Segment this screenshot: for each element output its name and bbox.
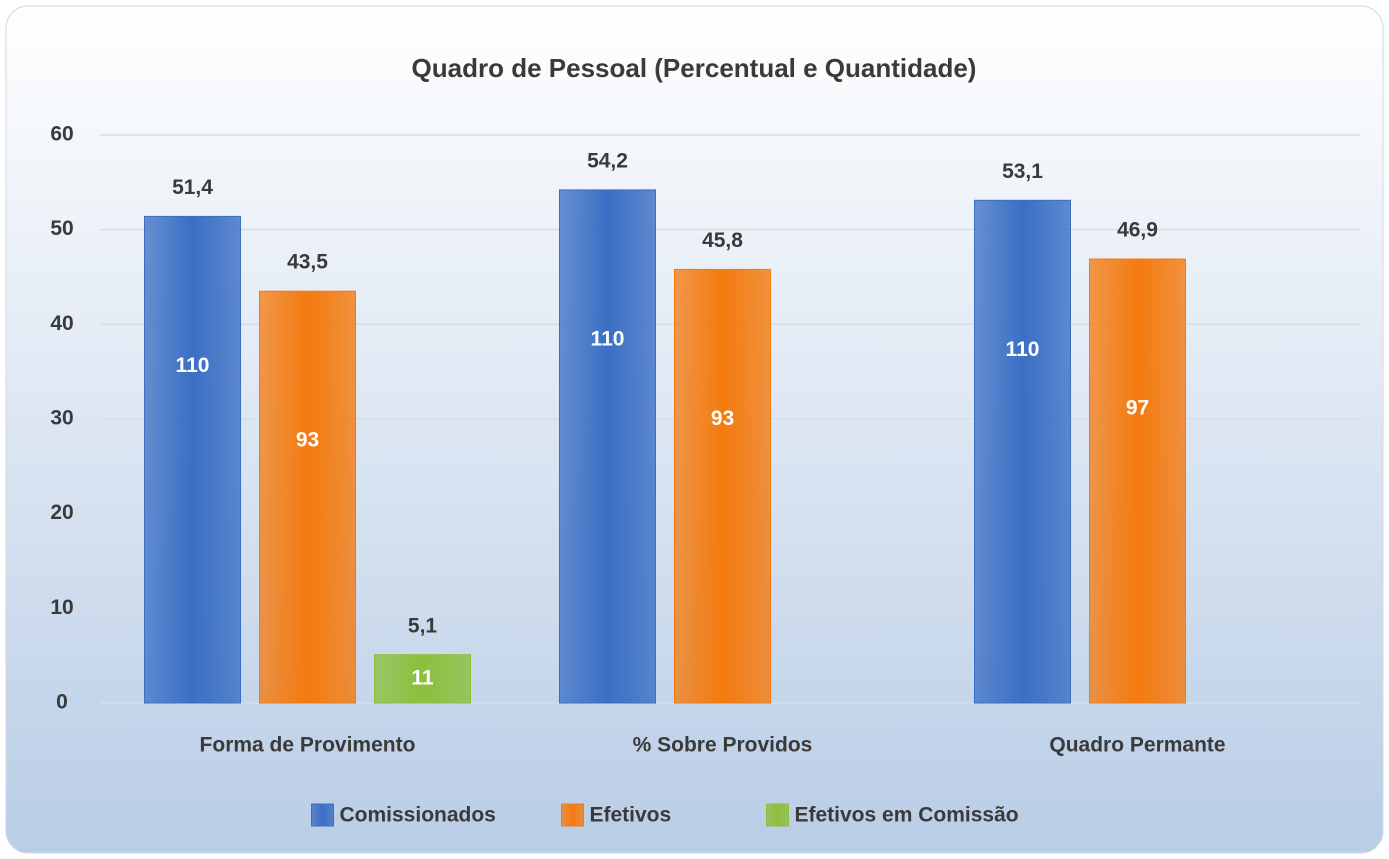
bar bbox=[974, 199, 1071, 704]
bar bbox=[259, 290, 356, 704]
legend-swatch bbox=[311, 803, 334, 827]
y-tick-label: 50 bbox=[50, 217, 73, 240]
value-label: 51,4 bbox=[172, 176, 213, 199]
bar bbox=[374, 654, 471, 704]
value-label: 43,5 bbox=[287, 251, 328, 274]
legend-label: Comissionados bbox=[340, 804, 496, 827]
y-tick-label: 10 bbox=[50, 596, 73, 619]
bar bbox=[559, 189, 656, 704]
count-label: 11 bbox=[411, 666, 434, 689]
value-label: 46,9 bbox=[1117, 219, 1158, 242]
count-label: 110 bbox=[591, 327, 625, 350]
bar bbox=[144, 215, 241, 704]
value-label: 54,2 bbox=[587, 149, 628, 172]
y-tick-label: 0 bbox=[56, 691, 68, 714]
legend-swatch bbox=[766, 803, 789, 827]
y-tick-label: 30 bbox=[50, 407, 73, 430]
bar bbox=[1089, 258, 1186, 704]
count-label: 93 bbox=[296, 429, 319, 452]
value-label: 45,8 bbox=[702, 229, 743, 252]
count-label: 110 bbox=[1006, 338, 1040, 361]
x-tick-label: % Sobre Providos bbox=[633, 734, 813, 757]
x-tick-label: Forma de Provimento bbox=[200, 734, 416, 757]
legend-label: Efetivos em Comissão bbox=[795, 804, 1019, 827]
legend-label: Efetivos bbox=[590, 804, 672, 827]
value-label: 5,1 bbox=[408, 614, 438, 637]
legend-swatch bbox=[561, 803, 584, 827]
x-tick-label: Quadro Permante bbox=[1049, 734, 1225, 757]
bar bbox=[674, 268, 771, 704]
count-label: 93 bbox=[711, 407, 734, 430]
y-tick-label: 60 bbox=[50, 123, 73, 146]
y-tick-label: 40 bbox=[50, 312, 73, 335]
value-label: 53,1 bbox=[1002, 160, 1043, 183]
count-label: 110 bbox=[176, 354, 210, 377]
count-label: 97 bbox=[1126, 397, 1149, 420]
chart-title: Quadro de Pessoal (Percentual e Quantida… bbox=[412, 53, 977, 83]
y-tick-label: 20 bbox=[50, 501, 73, 524]
